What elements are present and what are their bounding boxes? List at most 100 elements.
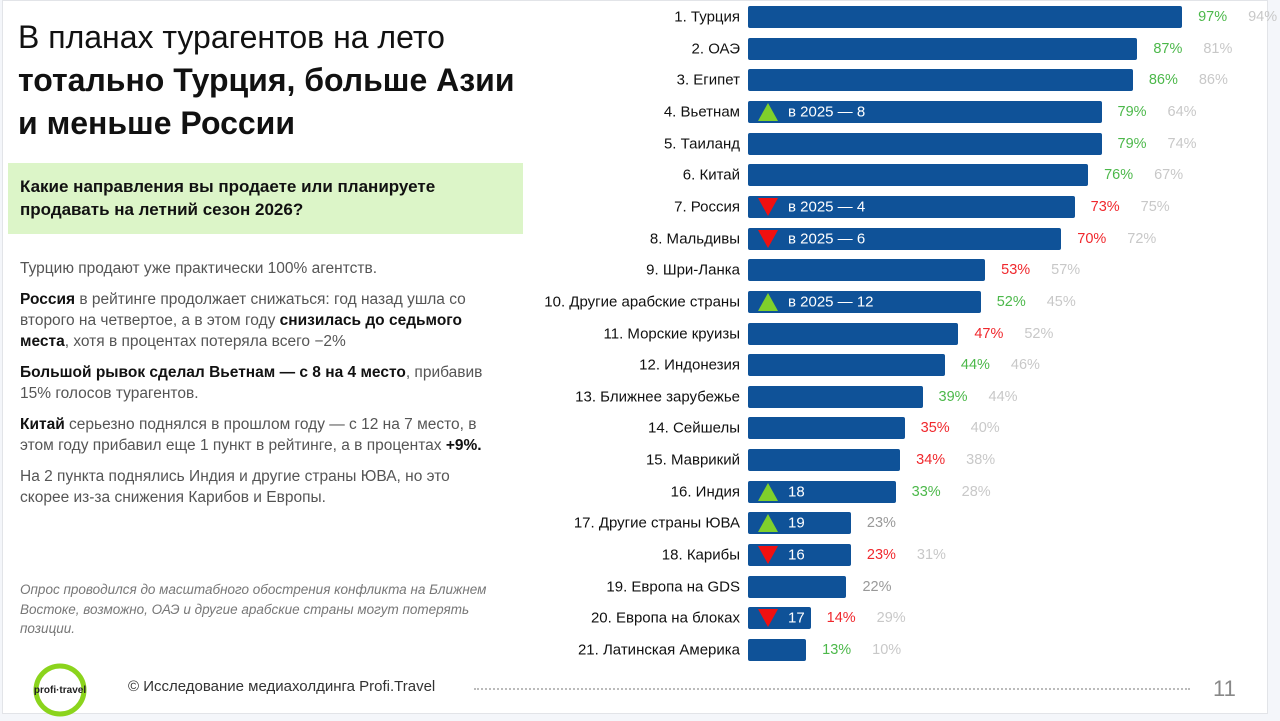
bar <box>748 417 905 440</box>
bar <box>748 132 1102 155</box>
title-line3: и меньше России <box>18 105 295 141</box>
bar <box>748 195 1075 218</box>
previous-value-label: 64% <box>1167 103 1197 120</box>
survey-note: Опрос проводился до масштабного обострен… <box>20 582 487 636</box>
title-line2: тотально Турция, больше Азии <box>18 62 515 98</box>
triangle-down-icon <box>758 197 778 216</box>
triangle-down-icon <box>758 609 778 628</box>
category-label: 2. ОАЭ <box>691 40 740 58</box>
bar <box>748 164 1089 187</box>
bar <box>748 227 1062 250</box>
value-label: 14% <box>826 610 856 627</box>
category-label: 1. Турция <box>674 8 740 26</box>
copyright: © Исследование медиахолдинга Profi.Trave… <box>128 678 436 695</box>
value-label: 87% <box>1153 40 1183 57</box>
survey-question: Какие направления вы продаете или планир… <box>8 163 523 234</box>
previous-value-label: 86% <box>1198 72 1228 89</box>
page-number: 11 <box>1213 676 1236 701</box>
previous-value-label: 31% <box>916 547 946 564</box>
category-label: 9. Шри-Ланка <box>646 261 740 279</box>
category-label: 7. Россия <box>674 198 740 216</box>
triangle-up-icon <box>758 514 778 533</box>
previous-value-label: 94% <box>1248 9 1278 25</box>
category-label: 6. Китай <box>682 166 740 184</box>
value-label: 97% <box>1198 9 1228 25</box>
previous-value-label: 28% <box>961 483 991 500</box>
bar <box>748 354 945 377</box>
bold-text: Большой рывок сделал Вьетнам — с 8 на 4 … <box>20 364 406 381</box>
category-label: 18. Карибы <box>661 546 740 564</box>
rank-2025-note: 19 <box>788 514 805 532</box>
bar <box>748 322 959 345</box>
category-label: 12. Индонезия <box>639 356 740 374</box>
category-label: 3. Египет <box>676 71 740 89</box>
value-label: 52% <box>996 293 1026 310</box>
triangle-down-icon <box>758 546 778 565</box>
bar <box>748 385 923 408</box>
rank-2025-note: в 2025 — 8 <box>788 103 866 121</box>
value-label: 79% <box>1117 135 1147 152</box>
previous-value-label: 38% <box>966 452 996 469</box>
category-label: 10. Другие арабские страны <box>544 293 740 311</box>
bar <box>748 449 901 472</box>
bar <box>748 37 1138 60</box>
value-label: 73% <box>1090 198 1120 215</box>
text: , прибавив 15% голосов турагентов. <box>20 364 483 402</box>
category-label: 11. Морские круизы <box>603 325 740 342</box>
category-label: 15. Маврикий <box>645 451 740 469</box>
previous-value-label: 10% <box>872 642 902 658</box>
bar <box>748 69 1133 92</box>
value-label: 70% <box>1077 230 1107 247</box>
category-label: 13. Ближнее зарубежье <box>575 388 740 406</box>
value-label: 33% <box>911 483 941 500</box>
bar <box>748 480 896 503</box>
commentary-p4: Китай серьезно поднялся в прошлом году —… <box>20 414 490 456</box>
value-label: 47% <box>974 325 1004 342</box>
text: серьезно поднялся в прошлом году — с 12 … <box>20 416 477 454</box>
rank-2025-note: 18 <box>788 483 805 501</box>
triangle-down-icon <box>758 229 778 248</box>
bold-text: Россия <box>20 291 76 308</box>
category-label: 16. Индия <box>670 483 740 501</box>
value-label: 44% <box>960 357 990 374</box>
triangle-up-icon <box>758 292 778 311</box>
page-title: В планах турагентов на лето тотально Тур… <box>18 16 515 145</box>
bold-text: снизилась до седьмого места <box>20 312 463 350</box>
bar <box>748 6 1183 28</box>
value-label: 76% <box>1104 167 1134 184</box>
text: , хотя в процентах потеряла всего −2% <box>64 333 346 350</box>
previous-value-label: 40% <box>970 420 1000 437</box>
rank-2025-note: 16 <box>788 546 805 564</box>
bold-text: +9%. <box>445 437 482 454</box>
triangle-up-icon <box>758 482 778 501</box>
previous-value-label: 72% <box>1127 230 1157 247</box>
category-label: 8. Мальдивы <box>649 230 740 248</box>
value-label: 23% <box>866 515 896 532</box>
previous-value-label: 75% <box>1140 198 1170 215</box>
previous-value-label: 57% <box>1051 262 1081 279</box>
commentary-p2: Россия в рейтинге продолжает снижаться: … <box>20 289 490 352</box>
rank-2025-note: в 2025 — 6 <box>788 230 866 248</box>
value-label: 39% <box>938 388 968 405</box>
previous-value-label: 44% <box>988 388 1018 405</box>
category-label: 19. Европа на GDS <box>606 578 740 596</box>
previous-value-label: 74% <box>1167 135 1197 152</box>
rank-2025-note: в 2025 — 4 <box>788 198 866 216</box>
triangle-up-icon <box>758 102 778 121</box>
commentary: Турцию продают уже практически 100% аген… <box>20 258 490 518</box>
bar <box>748 100 1102 123</box>
value-label: 86% <box>1148 72 1178 89</box>
previous-value-label: 46% <box>1010 357 1040 374</box>
title-line1: В планах турагентов на лето <box>18 19 445 55</box>
value-label: 53% <box>1001 262 1031 279</box>
commentary-p5: На 2 пункта поднялись Индия и другие стр… <box>20 468 450 506</box>
dotted-divider <box>474 688 1190 690</box>
category-label: 4. Вьетнам <box>663 103 740 121</box>
value-label: 23% <box>866 547 896 564</box>
commentary-p3: Большой рывок сделал Вьетнам — с 8 на 4 … <box>20 362 490 404</box>
previous-value-label: 81% <box>1203 40 1233 57</box>
rank-2025-note: в 2025 — 12 <box>788 293 874 311</box>
value-label: 79% <box>1117 103 1147 120</box>
value-label: 13% <box>822 642 852 658</box>
bar <box>748 290 981 313</box>
